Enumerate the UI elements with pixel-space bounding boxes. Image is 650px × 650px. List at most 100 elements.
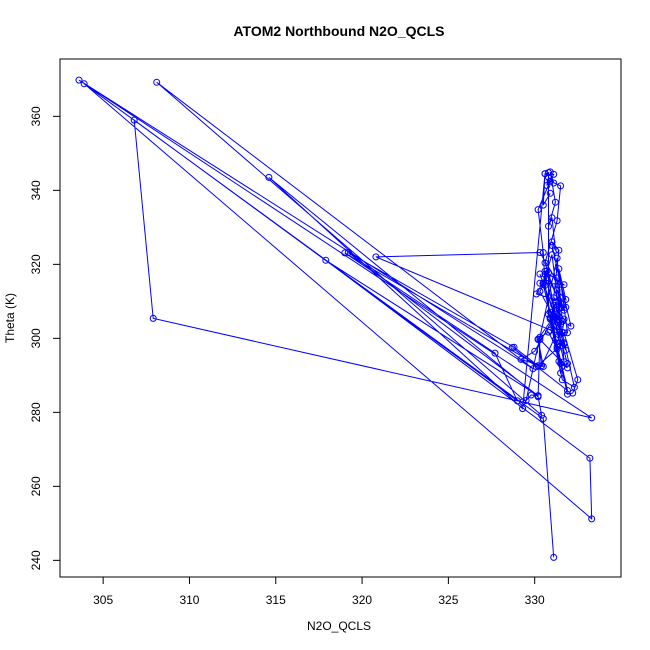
y-axis: 240 260 280 300 320 340 360: [29, 106, 61, 570]
data-point: [536, 287, 544, 295]
data-point: [558, 317, 566, 325]
data-point: [557, 369, 565, 377]
data-point: [80, 80, 88, 88]
x-axis-label: N2O_QCLS: [307, 619, 371, 633]
y-tick-label: 260: [29, 476, 43, 496]
data-point: [557, 330, 565, 338]
data-point: [341, 249, 349, 257]
data-point: [543, 182, 551, 189]
data-point: [546, 326, 554, 334]
data-point: [541, 267, 549, 275]
data-point: [510, 343, 518, 351]
data-point: [517, 355, 525, 363]
data-point: [564, 387, 571, 394]
y-tick-label: 320: [29, 254, 43, 274]
data-point: [545, 328, 552, 336]
data-point: [551, 198, 559, 206]
data-point: [534, 206, 542, 214]
y-tick-label: 340: [29, 180, 43, 200]
data-point: [527, 391, 535, 399]
data-point: [541, 170, 549, 178]
data-point: [570, 383, 578, 391]
data-point: [513, 397, 521, 405]
x-tick-label: 315: [266, 593, 286, 607]
data-point: [519, 398, 527, 406]
data-point: [551, 246, 559, 254]
data-point: [560, 358, 568, 366]
x-tick-label: 330: [525, 593, 545, 607]
data-point: [532, 363, 540, 371]
x-tick-label: 320: [352, 593, 372, 607]
data-point: [548, 238, 556, 246]
data-point: [588, 515, 596, 523]
plot-frame: [59, 58, 622, 578]
data-point: [536, 249, 544, 256]
data-point: [539, 281, 547, 289]
data-point: [553, 274, 561, 282]
y-tick-label: 360: [29, 106, 43, 126]
data-point: [545, 222, 552, 230]
data-point: [555, 305, 563, 313]
data-point: [560, 281, 568, 289]
data-point: [519, 405, 527, 413]
y-tick-label: 240: [29, 550, 43, 570]
plot-area: [75, 76, 596, 561]
data-point: [555, 265, 563, 273]
data-point: [536, 279, 544, 287]
data-point: [558, 328, 566, 336]
data-point: [558, 376, 566, 384]
data-point: [553, 343, 561, 351]
data-point: [531, 347, 539, 355]
data-point: [548, 242, 556, 249]
data-point: [564, 364, 571, 372]
data-point: [545, 169, 552, 177]
data-point: [562, 303, 570, 311]
data-point: [539, 415, 547, 423]
data-point: [322, 256, 330, 264]
y-axis-label: Theta (K): [3, 293, 17, 343]
data-point: [538, 362, 546, 370]
data-point: [546, 189, 554, 197]
chart-title: ATOM2 Northbound N2O_QCLS: [233, 23, 444, 39]
data-point: [562, 346, 570, 354]
data-point: [529, 365, 537, 373]
data-point: [534, 392, 542, 400]
data-point: [536, 336, 544, 343]
data-point: [344, 249, 352, 256]
data-point: [564, 360, 571, 367]
data-point: [557, 303, 565, 311]
x-tick-label: 305: [93, 593, 113, 607]
data-point: [551, 336, 559, 343]
data-point: [553, 254, 561, 262]
data-point: [550, 294, 558, 302]
data-point: [149, 314, 157, 322]
y-tick-label: 280: [29, 402, 43, 422]
data-point: [541, 259, 549, 267]
data-point: [539, 249, 547, 256]
data-point: [372, 253, 380, 261]
data-point: [491, 349, 499, 357]
data-point: [588, 414, 596, 422]
data-point: [545, 310, 552, 318]
data-point: [534, 362, 542, 370]
y-tick-label: 300: [29, 328, 43, 348]
data-point: [543, 274, 551, 282]
data-point: [567, 322, 575, 330]
data-point: [586, 454, 594, 462]
data-point: [75, 76, 83, 84]
data-point: [564, 390, 571, 398]
data-point: [562, 296, 570, 303]
data-point: [555, 281, 563, 289]
data-point: [557, 360, 565, 367]
data-point: [557, 182, 565, 190]
data-point: [546, 177, 554, 185]
data-point: [536, 333, 544, 341]
data-point: [550, 553, 558, 561]
data-point: [153, 78, 161, 86]
data-point: [130, 116, 138, 124]
data-point: [522, 397, 530, 404]
x-axis: 305 310 315 320 325 330: [93, 576, 545, 607]
data-point: [560, 340, 568, 348]
data-point: [539, 201, 547, 209]
